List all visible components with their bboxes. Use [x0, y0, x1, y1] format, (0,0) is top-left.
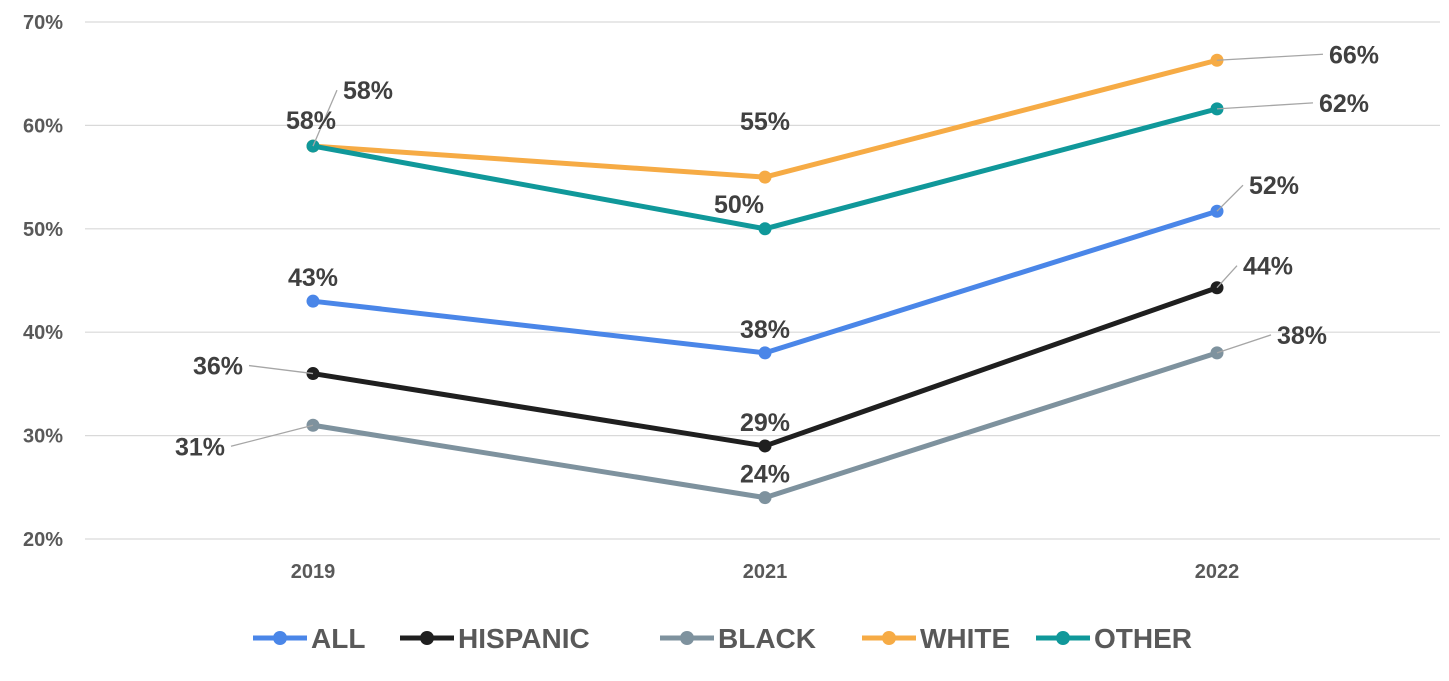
- gridlines: [85, 21, 1440, 540]
- data-label-hispanic: 44%: [1243, 253, 1293, 281]
- data-label-other: 62%: [1319, 90, 1369, 118]
- data-point-hispanic: [758, 439, 772, 453]
- label-leader-line: [1216, 53, 1324, 61]
- legend-label: HISPANIC: [458, 623, 590, 654]
- legend-item-all: ALL: [253, 623, 365, 654]
- data-label-hispanic: 36%: [193, 353, 243, 381]
- y-tick-label: 50%: [23, 219, 63, 241]
- data-label-hispanic: 29%: [740, 409, 790, 437]
- legend-label: WHITE: [920, 623, 1010, 654]
- data-label-white: 55%: [740, 108, 790, 136]
- legend-swatch-marker: [882, 631, 896, 645]
- x-tick-label: 2019: [291, 561, 336, 583]
- data-label-all: 52%: [1249, 172, 1299, 200]
- label-leader-line: [1216, 265, 1238, 289]
- data-label-white: 66%: [1329, 41, 1379, 69]
- data-label-all: 38%: [740, 316, 790, 344]
- legend-item-other: OTHER: [1036, 623, 1192, 654]
- label-leader-line: [1216, 102, 1314, 110]
- data-point-all: [758, 346, 772, 360]
- legend-swatch-marker: [273, 631, 287, 645]
- data-point-other: [758, 222, 772, 236]
- x-tick-label: 2021: [743, 561, 788, 583]
- label-leader-line: [1216, 184, 1244, 212]
- y-tick-label: 20%: [23, 529, 63, 551]
- label-leader-line: [248, 364, 314, 375]
- legend-swatch-marker: [680, 631, 694, 645]
- y-axis: 20% 30% 40% 50% 60% 70%: [23, 12, 63, 551]
- data-labels: 43% 38% 52% 36% 29% 44% 31% 24% 38% 58% 55% 66% 58% 5…: [175, 41, 1379, 488]
- label-leader-line: [312, 89, 338, 147]
- legend-item-white: WHITE: [862, 623, 1010, 654]
- data-label-black: 31%: [175, 433, 225, 461]
- y-tick-label: 70%: [23, 12, 63, 34]
- x-tick-label: 2022: [1195, 561, 1240, 583]
- x-axis: 2019 2021 2022: [291, 561, 1240, 583]
- legend-swatch-marker: [1056, 631, 1070, 645]
- y-tick-label: 40%: [23, 322, 63, 344]
- label-leader-line: [230, 424, 314, 447]
- data-label-all: 43%: [288, 264, 338, 292]
- legend-item-black: BLACK: [660, 623, 816, 654]
- legend-label: OTHER: [1094, 623, 1192, 654]
- series-group: [306, 53, 1224, 505]
- legend-label: BLACK: [718, 623, 816, 654]
- data-label-black: 38%: [1277, 322, 1327, 350]
- legend-swatch-marker: [420, 631, 434, 645]
- data-point-all: [306, 294, 320, 308]
- data-label-other: 50%: [714, 191, 764, 219]
- y-tick-label: 30%: [23, 426, 63, 448]
- label-leader-line: [1216, 334, 1272, 354]
- y-tick-label: 60%: [23, 115, 63, 137]
- legend: ALL HISPANIC BLACK WHITE OTHER: [253, 623, 1192, 654]
- data-label-black: 24%: [740, 461, 790, 489]
- legend-label: ALL: [311, 623, 365, 654]
- data-label-other: 58%: [286, 107, 336, 135]
- data-point-black: [758, 491, 772, 505]
- data-point-white: [758, 170, 772, 184]
- data-label-white: 58%: [343, 77, 393, 105]
- legend-item-hispanic: HISPANIC: [400, 623, 590, 654]
